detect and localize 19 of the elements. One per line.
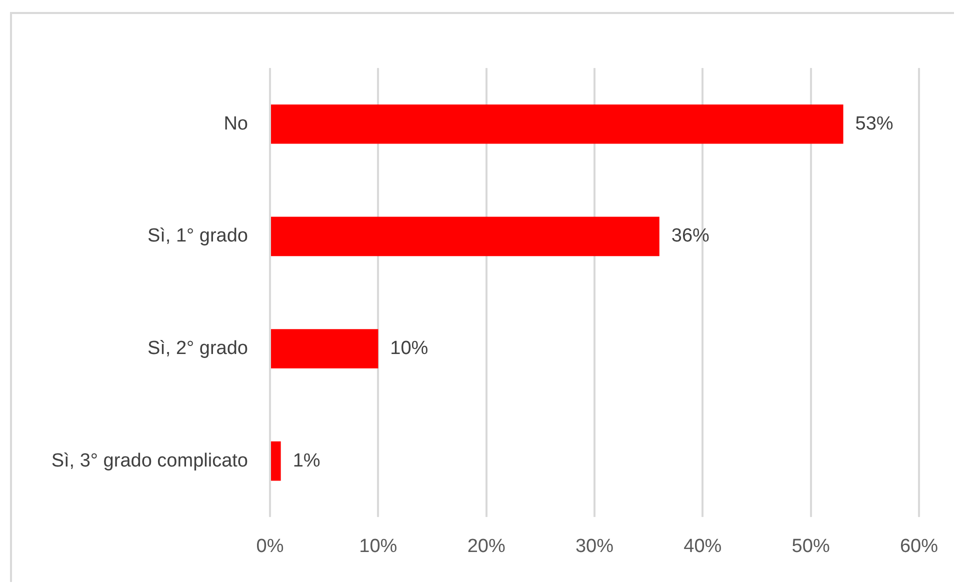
y-tick-label: Sì, 1° grado [147, 226, 248, 247]
y-tick-label: Sì, 2° grado [147, 338, 248, 359]
x-tick-label: 0% [256, 536, 284, 557]
x-tick-label: 30% [575, 536, 614, 557]
bar [271, 216, 660, 256]
y-tick-label: Sì, 3° grado complicato [51, 450, 248, 472]
bar [271, 441, 281, 481]
x-tick-label: 20% [467, 536, 506, 557]
x-tick-label: 40% [684, 536, 722, 557]
data-label: 10% [390, 338, 428, 359]
x-tick-label: 10% [359, 536, 398, 557]
data-label: 53% [855, 113, 894, 134]
bar [271, 104, 844, 144]
x-tick-label: 60% [900, 536, 938, 557]
x-tick-label: 50% [792, 536, 830, 557]
data-label: 1% [292, 450, 320, 472]
data-label: 36% [671, 226, 710, 247]
bar [271, 329, 378, 368]
y-tick-label: No [224, 113, 248, 134]
